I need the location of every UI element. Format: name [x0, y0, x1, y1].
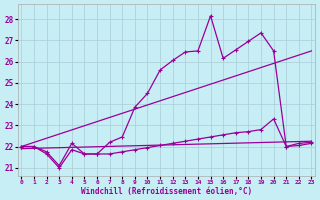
X-axis label: Windchill (Refroidissement éolien,°C): Windchill (Refroidissement éolien,°C): [81, 187, 252, 196]
